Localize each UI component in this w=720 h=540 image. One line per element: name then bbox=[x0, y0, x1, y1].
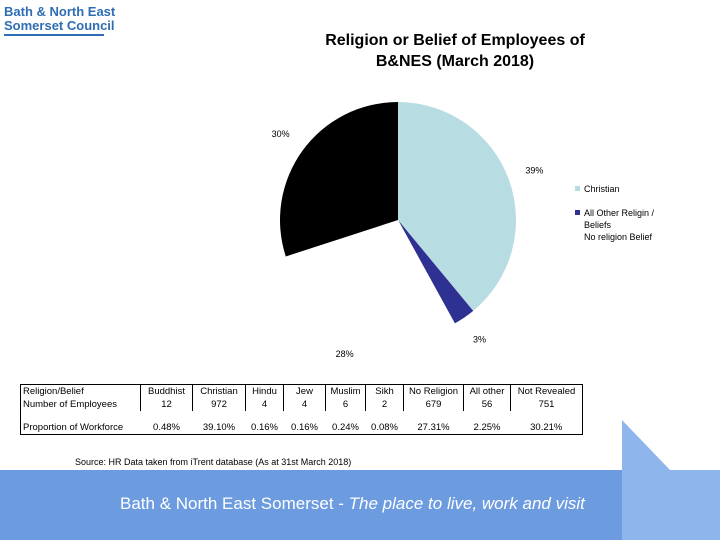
table-cell: 4 bbox=[283, 398, 326, 411]
footer-text: Bath & North East Somerset - bbox=[120, 494, 349, 513]
data-label: 30% bbox=[272, 129, 290, 139]
footer-band bbox=[0, 470, 720, 540]
footer-triangle bbox=[622, 420, 720, 540]
legend-label: No religion Belief bbox=[584, 232, 653, 242]
legend-item: Christian bbox=[575, 183, 674, 195]
footer-text: Bath & North East Somerset - The place t… bbox=[120, 494, 585, 514]
pie-slice bbox=[398, 102, 516, 311]
data-label: 3% bbox=[473, 334, 486, 344]
table-cell: 30.21% bbox=[530, 422, 563, 433]
table-cell: 12 bbox=[140, 398, 193, 411]
table-cell: 0.24% bbox=[332, 422, 359, 433]
table-row: Number of Employees 12 972 4 4 6 2 679 56 751 bbox=[21, 398, 583, 411]
table-cell: 2.25% bbox=[473, 422, 501, 433]
table-header-cell: Not Revealed bbox=[510, 384, 583, 398]
data-label: 28% bbox=[336, 349, 354, 359]
table-cell: 0.48% bbox=[153, 422, 180, 433]
table-header-cell: Jew bbox=[283, 384, 326, 398]
legend-label: Christian bbox=[584, 184, 620, 194]
table-row: Religion/Belief Buddhist Christian Hindu Jew… bbox=[21, 384, 583, 398]
table-header-cell: All other bbox=[463, 384, 511, 398]
table-header-cell: Sikh bbox=[365, 384, 404, 398]
chart-title: Religion or Belief of Employees of B&NES… bbox=[325, 32, 585, 70]
data-table: Religion/Belief Buddhist Christian Hindu Jew… bbox=[20, 384, 583, 435]
source: Source: HR Data taken from iTrent databa… bbox=[75, 457, 352, 467]
footer-tagline: The place to live, work and visit bbox=[348, 494, 585, 513]
legend-swatch bbox=[575, 186, 580, 191]
table-cell: 0.16% bbox=[251, 422, 278, 433]
pie-slice bbox=[280, 102, 398, 257]
table-cell: 679 bbox=[403, 398, 464, 411]
legend-swatch bbox=[575, 234, 580, 239]
legend-item: All Other Religin / Beliefs bbox=[575, 207, 674, 231]
pie-slice bbox=[285, 220, 455, 338]
table-cell: 2 bbox=[365, 398, 404, 411]
table-header-cell: Hindu bbox=[245, 384, 284, 398]
logo-rule bbox=[4, 34, 104, 36]
table-cell: 6 bbox=[325, 398, 366, 411]
table-cell: 56 bbox=[463, 398, 511, 411]
legend-item: No religion Belief bbox=[575, 231, 674, 243]
table-header-cell: No Religion bbox=[403, 384, 464, 398]
legend-label: All Other Religin / Beliefs bbox=[584, 208, 655, 230]
table-cell: 751 bbox=[510, 398, 583, 411]
legend-swatch bbox=[575, 210, 580, 215]
table-cell: 0.08% bbox=[371, 422, 398, 433]
pie-slice bbox=[398, 220, 474, 324]
table-cell: 39.10% bbox=[202, 422, 236, 433]
table-cell: Proportion of Workforce bbox=[23, 422, 124, 433]
logo: Bath & North East Somerset Council bbox=[4, 5, 115, 36]
table-cell: 27.31% bbox=[417, 422, 450, 433]
chart: 39% 3% 28% 30% bbox=[272, 102, 543, 359]
table-header-cell: Muslim bbox=[325, 384, 366, 398]
table-cell: Number of Employees bbox=[23, 399, 117, 410]
logo-line: Bath & North East bbox=[4, 4, 116, 19]
table-row: Proportion of Workforce 0.48% 39.10% 0.16% 0… bbox=[21, 411, 583, 435]
table-cell: 972 bbox=[192, 398, 246, 411]
table-header-cell: Religion/Belief bbox=[23, 386, 84, 397]
table-header-cell: Buddhist bbox=[140, 384, 193, 398]
data-label: 39% bbox=[525, 165, 543, 175]
table-cell: 0.16% bbox=[291, 422, 318, 433]
table-header-cell: Christian bbox=[192, 384, 246, 398]
table-cell: 4 bbox=[245, 398, 284, 411]
logo-line: Somerset Council bbox=[4, 18, 115, 33]
